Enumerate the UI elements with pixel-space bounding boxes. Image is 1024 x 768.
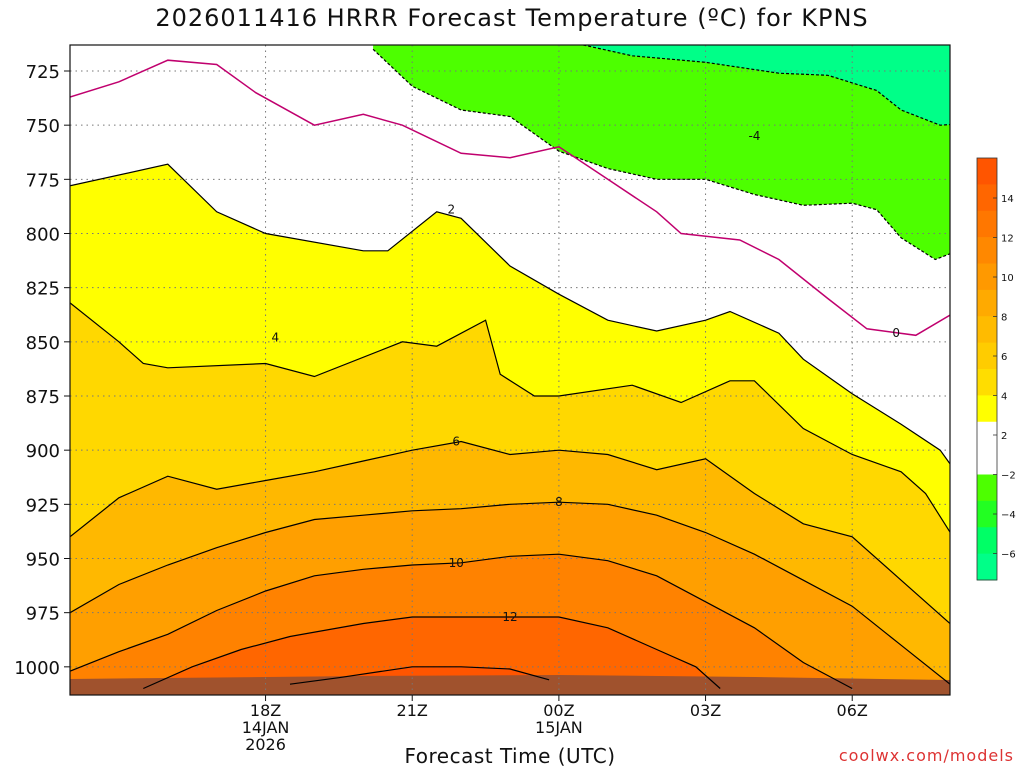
colorbar-swatch-10 (977, 421, 997, 449)
colorbar-frame (976, 157, 998, 581)
colorbar-swatch-4 (977, 263, 997, 291)
colorbar-swatch-14 (977, 527, 997, 555)
y-tick-label-825: 825 (26, 279, 60, 300)
isotherm-label-10: 10 (449, 556, 464, 570)
colorbar-label-5: 4 (1001, 392, 1007, 403)
colorbar-swatch-8 (977, 369, 997, 396)
colorbar-swatch-7 (977, 342, 997, 370)
isotherm-6 (70, 440, 950, 625)
isotherm-label-2: 2 (448, 203, 456, 217)
plot-frame (69, 44, 951, 696)
x-tick-label-06Z: 06Z (837, 701, 868, 720)
colorbar-swatch-12 (977, 474, 997, 502)
isotherm-label-8: 8 (555, 495, 563, 509)
y-tick-label-850: 850 (26, 333, 60, 354)
x-tick-year-18Z: 2026 (245, 735, 286, 754)
colorbar-swatch-6 (977, 316, 997, 344)
y-tick-label-725: 725 (26, 62, 60, 83)
y-axis: 725 750 775 800 825 850 875 900 925 950 975 1000 (14, 62, 70, 679)
isotherm-label-6: 6 (452, 435, 460, 449)
colorbar-label-2: 10 (1001, 273, 1014, 284)
colorbar-swatch-1 (977, 184, 997, 212)
isotherm-label-minus4: -4 (748, 129, 760, 143)
colorbar: 14 12 10 8 6 4 2 −2 −4 −6 (976, 157, 1016, 581)
y-tick-label-925: 925 (26, 495, 60, 516)
isotherm-label-12: 12 (502, 610, 517, 624)
colorbar-label-7: −2 (1001, 471, 1016, 482)
grid-layer (70, 45, 950, 695)
colorbar-swatch-0 (977, 158, 997, 185)
isotherm-12 (143, 616, 721, 690)
y-tick-label-750: 750 (26, 116, 60, 137)
colorbar-label-0: 14 (1001, 194, 1014, 205)
source-credit: coolwx.com/models (838, 746, 1014, 765)
y-tick-label-900: 900 (26, 441, 60, 462)
colorbar-label-6: 2 (1001, 431, 1007, 442)
isotherm-10 (70, 553, 853, 690)
colorbar-label-4: 6 (1001, 352, 1007, 363)
fill-band-le-minus4 (583, 45, 950, 126)
isotherm-2 (70, 163, 950, 465)
colorbar-label-1: 12 (1001, 234, 1014, 245)
isotherm-0 (70, 59, 950, 337)
x-tick-label-18Z: 18Z (250, 701, 281, 720)
y-tick-label-950: 950 (26, 550, 60, 571)
fill-band-minus4 (373, 45, 950, 260)
x-tick-label-00Z: 00Z (543, 701, 574, 720)
y-tick-label-975: 975 (26, 604, 60, 625)
isotherm-8 (70, 501, 950, 685)
colorbar-swatch-13 (977, 500, 997, 528)
isotherm-label-4: 4 (272, 331, 280, 345)
isotherm-4 (70, 302, 950, 534)
ground-layer (70, 675, 950, 695)
colorbar-label-3: 8 (1001, 313, 1007, 324)
x-axis-title: Forecast Time (UTC) (404, 744, 616, 768)
isotherm-14 (289, 666, 550, 685)
colorbar-swatch-15 (977, 553, 997, 581)
y-tick-label-1000: 1000 (14, 658, 60, 679)
y-tick-label-875: 875 (26, 387, 60, 408)
colorbar-swatch-11 (977, 448, 997, 475)
isotherm-layer (70, 45, 950, 690)
y-tick-label-775: 775 (26, 170, 60, 191)
page-title: 2026011416 HRRR Forecast Temperature (ºC… (155, 4, 869, 32)
colorbar-swatch-2 (977, 210, 997, 238)
x-tick-label-21Z: 21Z (397, 701, 428, 720)
x-tick-label-03Z: 03Z (690, 701, 721, 720)
y-tick-label-800: 800 (26, 225, 60, 246)
colorbar-swatch-9 (977, 395, 997, 423)
isotherm-minus4 (372, 48, 950, 261)
ground-surface (70, 675, 950, 695)
x-tick-date-00Z: 15JAN (535, 718, 583, 737)
colorbar-label-9: −6 (1001, 550, 1016, 561)
colorbar-swatch-5 (977, 289, 997, 317)
isotherm-label-0: 0 (892, 326, 900, 340)
colorbar-swatch-3 (977, 237, 997, 264)
temperature-fill-layer (70, 45, 950, 695)
x-tick-date-18Z: 14JAN (242, 718, 290, 737)
colorbar-label-8: −4 (1001, 510, 1016, 521)
isotherm-label-layer: -4 0 2 4 6 8 10 12 (272, 129, 901, 624)
